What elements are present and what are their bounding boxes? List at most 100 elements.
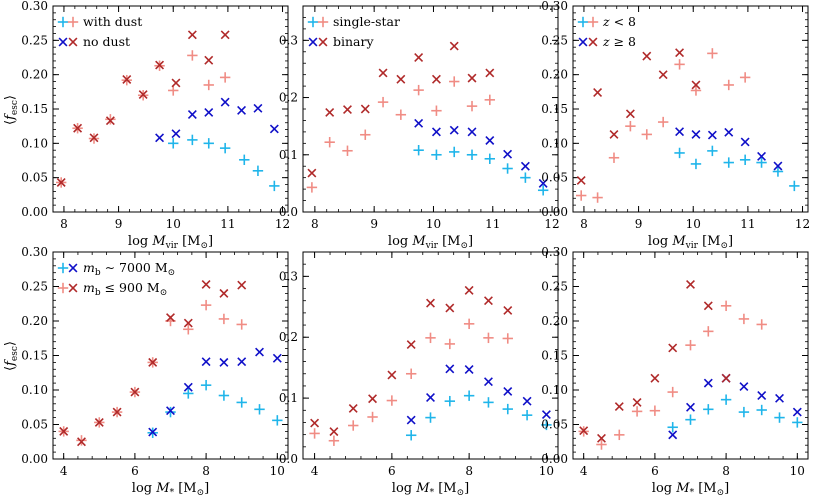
y-tick-label: 0.05 <box>541 171 568 185</box>
data-point-cross <box>148 427 158 437</box>
data-point-plus <box>690 85 702 96</box>
y-tick-label: 0.20 <box>21 68 48 82</box>
y-tick-label: 0.10 <box>21 383 48 397</box>
y-tick-label: 0.3 <box>279 33 298 47</box>
panel-bottom-middle: 4 6 8 10 0.0 0.1 0.2 0.3 log M* [M⊙] <box>279 251 559 498</box>
data-point-cross <box>445 303 455 313</box>
data-point-cross <box>414 53 424 62</box>
data-point-plus <box>449 146 460 158</box>
data-point-plus <box>463 390 475 401</box>
data-point-plus <box>596 439 607 450</box>
data-point-plus <box>720 300 732 312</box>
panel-top-right: 8 9 10 11 120.000.050.100.150.200.250.30log … <box>541 0 810 251</box>
data-point-plus <box>723 157 734 168</box>
data-point-plus <box>203 79 214 91</box>
data-point-cross <box>171 129 181 139</box>
data-point-cross <box>520 161 530 171</box>
data-point-plus <box>738 406 750 418</box>
data-point-plus <box>739 154 751 166</box>
data-point-plus <box>431 149 442 160</box>
data-point-plus <box>720 394 732 405</box>
data-point-cross <box>675 127 685 137</box>
data-point-cross <box>642 51 652 61</box>
data-point-cross <box>576 175 586 185</box>
data-point-cross <box>579 426 589 436</box>
data-point-plus <box>667 422 678 433</box>
x-tick-label: 4 <box>60 464 68 478</box>
legend-marker-cross <box>68 37 78 47</box>
series-0 <box>413 145 549 196</box>
x-axis-label: log Mvir [M⊙] <box>128 234 213 251</box>
series-1 <box>668 373 802 440</box>
legend-marker-plus <box>577 16 589 28</box>
x-axis-label: log Mvir [M⊙] <box>648 234 733 251</box>
data-point-plus <box>685 414 696 425</box>
x-tick-label: 9 <box>635 217 643 231</box>
series-2 <box>58 299 247 446</box>
data-point-plus <box>723 79 734 91</box>
data-point-plus <box>360 129 371 140</box>
data-point-plus <box>484 153 496 164</box>
legend-label: z < 8 <box>602 14 636 29</box>
data-point-plus <box>674 147 685 159</box>
data-point-plus <box>484 94 496 106</box>
x-tick-label: 4 <box>580 464 588 478</box>
y-tick-label: 0.1 <box>279 391 298 405</box>
legend-label: z ≥ 8 <box>602 34 636 49</box>
y-tick-label: 0.05 <box>21 418 48 432</box>
data-point-cross <box>431 74 441 84</box>
data-point-cross <box>220 97 230 107</box>
data-point-plus <box>269 180 280 192</box>
data-point-plus <box>631 406 643 417</box>
y-tick-label: 0.10 <box>541 383 568 397</box>
data-point-cross <box>431 127 441 137</box>
data-point-plus <box>703 404 714 415</box>
data-point-plus <box>520 172 531 183</box>
legend-marker-plus <box>57 282 69 294</box>
y-tick-label: 0.30 <box>21 0 48 13</box>
data-point-cross <box>348 404 358 413</box>
data-point-cross <box>483 296 493 306</box>
series-1 <box>148 347 282 437</box>
y-tick-label: 0.20 <box>21 314 48 328</box>
data-point-cross <box>414 118 424 128</box>
data-point-cross <box>378 68 388 78</box>
data-point-plus <box>218 390 230 401</box>
y-tick-label: 0.2 <box>279 330 298 344</box>
data-point-cross <box>739 382 749 392</box>
y-tick-label: 0.25 <box>21 33 48 47</box>
data-point-cross <box>703 301 713 311</box>
data-point-cross <box>464 365 474 374</box>
data-point-cross <box>56 178 66 187</box>
data-point-cross <box>183 382 193 392</box>
data-point-plus <box>386 395 398 406</box>
y-tick-label: 0.3 <box>279 269 298 283</box>
legend-marker-cross <box>588 37 598 47</box>
data-point-cross <box>269 124 279 134</box>
data-point-plus <box>348 420 359 431</box>
x-tick-label: 11 <box>485 217 500 231</box>
data-point-cross <box>219 288 229 298</box>
y-tick-label: 0.30 <box>541 0 568 13</box>
x-axis-label: log M* [M⊙] <box>652 481 729 498</box>
data-point-plus <box>789 180 800 192</box>
data-point-cross <box>329 427 339 437</box>
data-point-cross <box>757 151 767 161</box>
panel-top-middle: 8 9 10 11 12 0.0 0.1 0.2 0.3 log Mvir [M⊙] single-… <box>279 5 560 251</box>
data-point-cross <box>310 418 320 428</box>
data-point-plus <box>105 114 116 125</box>
data-point-plus <box>774 412 785 423</box>
data-point-plus <box>608 152 620 163</box>
data-point-cross <box>503 386 513 396</box>
y-tick-label: 0.25 <box>541 33 568 47</box>
data-point-plus <box>685 339 696 351</box>
data-point-plus <box>187 134 198 146</box>
data-point-plus <box>168 85 179 96</box>
legend: single-star binary <box>307 14 400 49</box>
series-0 <box>405 390 552 441</box>
data-point-cross <box>757 391 767 400</box>
data-point-cross <box>171 78 181 88</box>
x-tick-label: 10 <box>426 217 441 231</box>
series-3 <box>576 48 701 185</box>
legend-marker-plus <box>57 262 69 274</box>
